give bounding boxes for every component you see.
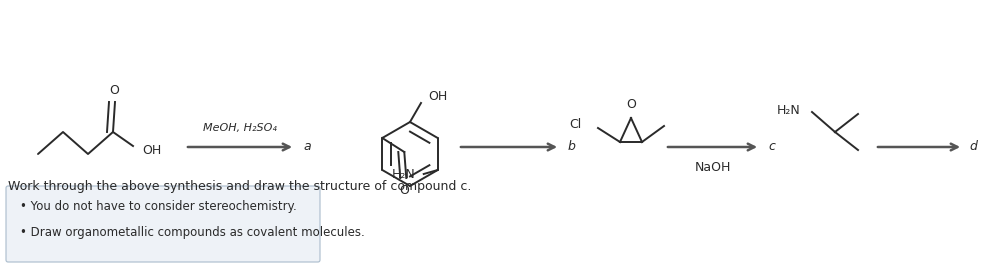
Text: OH: OH [428, 89, 447, 103]
Text: Cl: Cl [570, 118, 582, 131]
Text: c: c [768, 141, 775, 153]
Text: OH: OH [142, 144, 161, 156]
Text: O: O [109, 84, 119, 97]
Text: NaOH: NaOH [694, 161, 731, 174]
Text: MeOH, H₂SO₄: MeOH, H₂SO₄ [203, 123, 277, 133]
Text: O: O [399, 184, 409, 197]
Text: a: a [303, 141, 311, 153]
Text: Work through the above synthesis and draw the structure of compound c.: Work through the above synthesis and dra… [8, 180, 471, 193]
Text: H₂N: H₂N [776, 104, 800, 116]
Text: H₂N: H₂N [392, 168, 416, 181]
FancyBboxPatch shape [6, 186, 320, 262]
Text: d: d [969, 141, 977, 153]
Text: • You do not have to consider stereochemistry.: • You do not have to consider stereochem… [20, 200, 297, 213]
Text: O: O [626, 98, 636, 111]
Text: b: b [568, 141, 576, 153]
Text: • Draw organometallic compounds as covalent molecules.: • Draw organometallic compounds as coval… [20, 226, 364, 239]
